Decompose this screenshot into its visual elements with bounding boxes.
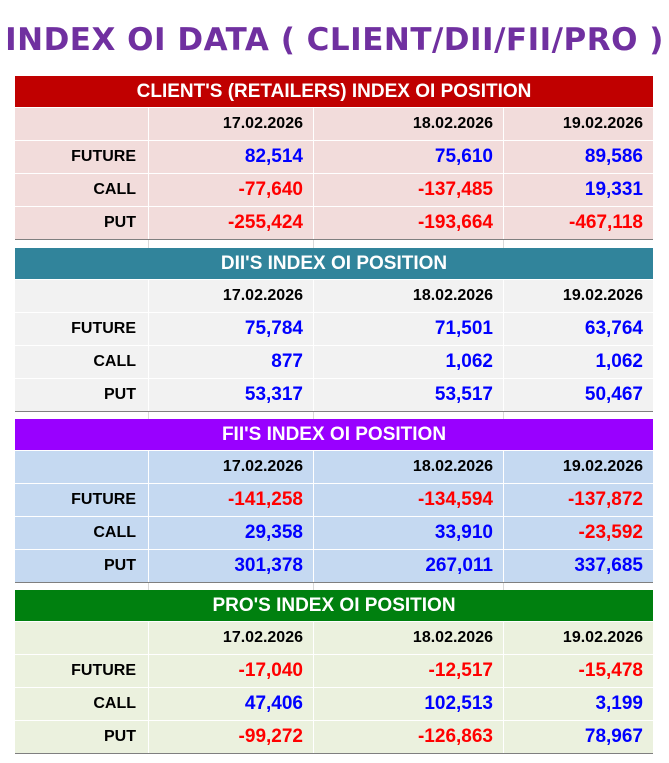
value-cell: -193,664 [314, 207, 504, 239]
value-cell: 3,199 [595, 693, 643, 714]
value-cell: 1,062 [314, 346, 504, 378]
value-cell: 877 [149, 346, 314, 378]
date-header: 17.02.2026 [149, 280, 314, 312]
date-header-row: 17.02.2026 18.02.2026 19.02.2026 [15, 279, 653, 312]
value-cell: -134,594 [314, 484, 504, 516]
value-cell: -255,424 [149, 207, 314, 239]
date-header: 19.02.2026 [562, 458, 643, 475]
value-cell: 53,517 [314, 379, 504, 411]
blank-cell [15, 280, 149, 312]
value-cell: 29,358 [149, 517, 314, 549]
value-cell: 19,331 [584, 179, 643, 200]
section-divider [15, 753, 653, 754]
section-divider [15, 411, 653, 412]
page-title: INDEX OI DATA ( CLIENT/DII/FII/PRO ) [5, 22, 664, 58]
date-header: 18.02.2026 [314, 622, 504, 654]
value-cell: 47,406 [149, 688, 314, 720]
section-divider [15, 239, 653, 240]
row-label: PUT [15, 550, 149, 582]
table-row-put: PUT 53,317 53,517 50,467 [15, 378, 653, 411]
value-cell: 301,378 [149, 550, 314, 582]
value-cell: 63,764 [584, 318, 643, 339]
value-cell: 78,967 [584, 726, 643, 747]
table-row-future: FUTURE -141,258 -134,594 -137,872 [15, 483, 653, 516]
row-label: CALL [15, 688, 149, 720]
date-header-row: 17.02.2026 18.02.2026 19.02.2026 [15, 107, 653, 140]
spacer-cell [314, 240, 504, 254]
table-row-future: FUTURE 82,514 75,610 89,586 [15, 140, 653, 173]
value-cell: 75,784 [149, 313, 314, 345]
value-cell: -77,640 [149, 174, 314, 206]
value-cell: -15,478 [578, 660, 643, 681]
value-cell: 53,317 [149, 379, 314, 411]
section-dii: DII'S INDEX OI POSITION 17.02.2026 18.02.2… [15, 248, 653, 426]
row-label: FUTURE [15, 313, 149, 345]
row-label: FUTURE [15, 484, 149, 516]
value-cell: -126,863 [314, 721, 504, 753]
value-cell: -99,272 [149, 721, 314, 753]
table-row-put: PUT 301,378 267,011 337,685 [15, 549, 653, 582]
value-cell: 337,685 [574, 555, 643, 576]
blank-cell [15, 108, 149, 140]
value-cell: 50,467 [584, 384, 643, 405]
value-cell: 33,910 [314, 517, 504, 549]
value-cell: -12,517 [314, 655, 504, 687]
table-row-call: CALL 47,406 102,513 3,199 [15, 687, 653, 720]
value-cell: 71,501 [314, 313, 504, 345]
section-divider [15, 582, 653, 583]
spacer-cell [149, 240, 314, 254]
value-cell: 1,062 [595, 351, 643, 372]
date-header-row: 17.02.2026 18.02.2026 19.02.2026 [15, 621, 653, 654]
date-header: 19.02.2026 [562, 115, 643, 132]
value-cell: -467,118 [569, 212, 643, 233]
table-row-call: CALL -77,640 -137,485 19,331 [15, 173, 653, 206]
value-cell: -137,485 [314, 174, 504, 206]
section-fii: FII'S INDEX OI POSITION 17.02.2026 18.02.2… [15, 419, 653, 597]
value-cell: -141,258 [149, 484, 314, 516]
row-label: PUT [15, 207, 149, 239]
value-cell: 102,513 [314, 688, 504, 720]
section-heading: CLIENT'S (RETAILERS) INDEX OI POSITION [15, 76, 653, 107]
row-label: CALL [15, 346, 149, 378]
section-pro: PRO'S INDEX OI POSITION 17.02.2026 18.02.2… [15, 590, 653, 754]
value-cell: -137,872 [567, 489, 643, 510]
table-row-put: PUT -99,272 -126,863 78,967 [15, 720, 653, 753]
row-label: PUT [15, 379, 149, 411]
table-row-call: CALL 877 1,062 1,062 [15, 345, 653, 378]
blank-cell [15, 451, 149, 483]
date-header: 19.02.2026 [562, 629, 643, 646]
row-label: CALL [15, 174, 149, 206]
value-cell: -23,592 [578, 522, 643, 543]
value-cell: 89,586 [584, 146, 643, 167]
section-heading: PRO'S INDEX OI POSITION [15, 590, 653, 621]
row-label: CALL [15, 517, 149, 549]
table-row-future: FUTURE -17,040 -12,517 -15,478 [15, 654, 653, 687]
table-row-future: FUTURE 75,784 71,501 63,764 [15, 312, 653, 345]
date-header: 19.02.2026 [562, 287, 643, 304]
value-cell: 75,610 [314, 141, 504, 173]
date-header: 17.02.2026 [149, 622, 314, 654]
date-header-row: 17.02.2026 18.02.2026 19.02.2026 [15, 450, 653, 483]
date-header: 18.02.2026 [314, 451, 504, 483]
value-cell: 82,514 [149, 141, 314, 173]
date-header: 18.02.2026 [314, 280, 504, 312]
section-heading: FII'S INDEX OI POSITION [15, 419, 653, 450]
row-label: FUTURE [15, 655, 149, 687]
table-row-put: PUT -255,424 -193,664 -467,118 [15, 206, 653, 239]
blank-cell [15, 622, 149, 654]
spacer-row [15, 240, 653, 254]
spacer-cell [15, 240, 149, 254]
value-cell: 267,011 [314, 550, 504, 582]
section-heading: DII'S INDEX OI POSITION [15, 248, 653, 279]
date-header: 18.02.2026 [314, 108, 504, 140]
row-label: PUT [15, 721, 149, 753]
value-cell: -17,040 [149, 655, 314, 687]
row-label: FUTURE [15, 141, 149, 173]
table-row-call: CALL 29,358 33,910 -23,592 [15, 516, 653, 549]
date-header: 17.02.2026 [149, 108, 314, 140]
date-header: 17.02.2026 [149, 451, 314, 483]
section-client: CLIENT'S (RETAILERS) INDEX OI POSITION 17… [15, 76, 653, 254]
